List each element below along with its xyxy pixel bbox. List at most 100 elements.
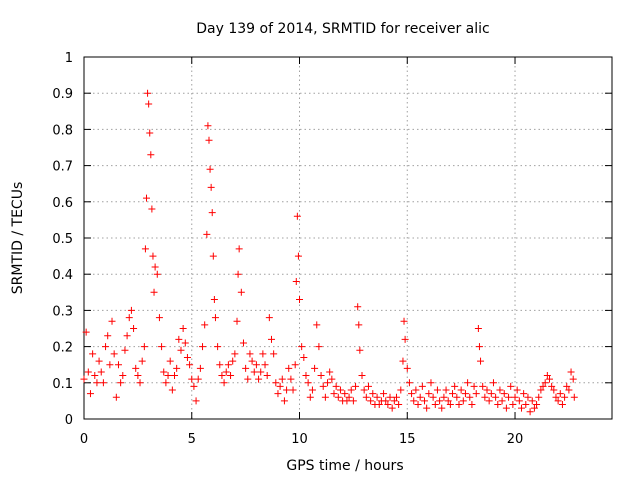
data-point [457, 386, 465, 394]
data-point [177, 346, 185, 354]
data-point [259, 350, 267, 358]
data-point [203, 230, 211, 238]
data-point [332, 382, 340, 390]
data-point [423, 404, 431, 412]
data-point [265, 314, 273, 322]
y-axis-label: SRMTID / TECUs [10, 182, 26, 295]
data-point [530, 404, 538, 412]
data-point [132, 364, 140, 372]
y-tick-labels: 0 0.1 0.2 0.3 0.4 0.5 0.6 0.7 0.8 0.9 1 [52, 51, 73, 428]
data-point [196, 364, 204, 372]
data-point [155, 314, 163, 322]
data-point [252, 361, 260, 369]
data-point [336, 386, 344, 394]
data-point [294, 252, 302, 260]
data-point [278, 375, 286, 383]
data-point [533, 401, 541, 409]
data-point [171, 372, 179, 380]
data-point [395, 401, 403, 409]
data-point [302, 372, 310, 380]
data-point [229, 357, 237, 365]
data-point [287, 375, 295, 383]
data-point [347, 386, 355, 394]
data-point [296, 296, 304, 304]
x-tick-label: 20 [507, 432, 524, 447]
data-point [298, 343, 306, 351]
data-point [168, 386, 176, 394]
data-point [181, 339, 189, 347]
data-point [375, 401, 383, 409]
data-point [108, 317, 116, 325]
data-point [80, 375, 88, 383]
data-point [341, 390, 349, 398]
data-point [293, 212, 301, 220]
data-points [80, 89, 578, 416]
data-point [280, 397, 288, 405]
data-point [354, 303, 362, 311]
data-point [479, 382, 487, 390]
data-point [99, 379, 107, 387]
data-point [283, 386, 291, 394]
data-point [561, 393, 569, 401]
data-point [474, 325, 482, 332]
data-point [231, 350, 239, 358]
data-point [289, 386, 297, 394]
data-point [498, 397, 506, 405]
data-point [261, 361, 269, 369]
data-point [84, 368, 92, 376]
data-point [204, 122, 212, 130]
data-point [179, 325, 187, 332]
data-point [140, 343, 148, 351]
data-point [134, 372, 142, 380]
data-point [522, 401, 530, 409]
data-point [425, 390, 433, 398]
data-point [466, 393, 474, 401]
data-point [148, 205, 156, 213]
data-point [502, 404, 510, 412]
data-point [369, 390, 377, 398]
data-point [563, 382, 571, 390]
data-point [517, 404, 525, 412]
data-point [237, 288, 245, 296]
x-tick-label: 15 [399, 432, 416, 447]
data-point [246, 350, 254, 358]
data-point [388, 404, 396, 412]
data-point [328, 375, 336, 383]
data-point [468, 401, 476, 409]
data-point [207, 183, 215, 191]
data-point [235, 245, 243, 253]
y-tick-label: 0.8 [52, 123, 73, 138]
data-point [93, 379, 101, 387]
x-tick-label: 10 [291, 432, 308, 447]
data-point [186, 361, 194, 369]
data-point [136, 379, 144, 387]
data-point [358, 372, 366, 380]
data-point [380, 390, 388, 398]
data-point [142, 194, 150, 202]
data-point [537, 386, 545, 394]
data-point [222, 368, 230, 376]
data-point [382, 397, 390, 405]
chart-title: Day 139 of 2014, SRMTID for receiver ali… [196, 21, 489, 37]
data-point [141, 245, 149, 253]
data-point [343, 397, 351, 405]
data-point [194, 375, 202, 383]
data-point [326, 368, 334, 376]
data-point [216, 361, 224, 369]
data-point [190, 382, 198, 390]
data-point [285, 364, 293, 372]
y-tick-label: 0 [65, 413, 73, 428]
data-point [151, 263, 159, 271]
data-point [82, 328, 90, 336]
data-point [173, 364, 181, 372]
data-point [550, 386, 558, 394]
data-point [558, 401, 566, 409]
data-point [481, 393, 489, 401]
data-point [164, 372, 172, 380]
data-point [552, 393, 560, 401]
data-point [405, 379, 413, 387]
data-point [569, 375, 577, 383]
grid [84, 57, 612, 419]
data-point [250, 368, 258, 376]
data-point [242, 364, 250, 372]
